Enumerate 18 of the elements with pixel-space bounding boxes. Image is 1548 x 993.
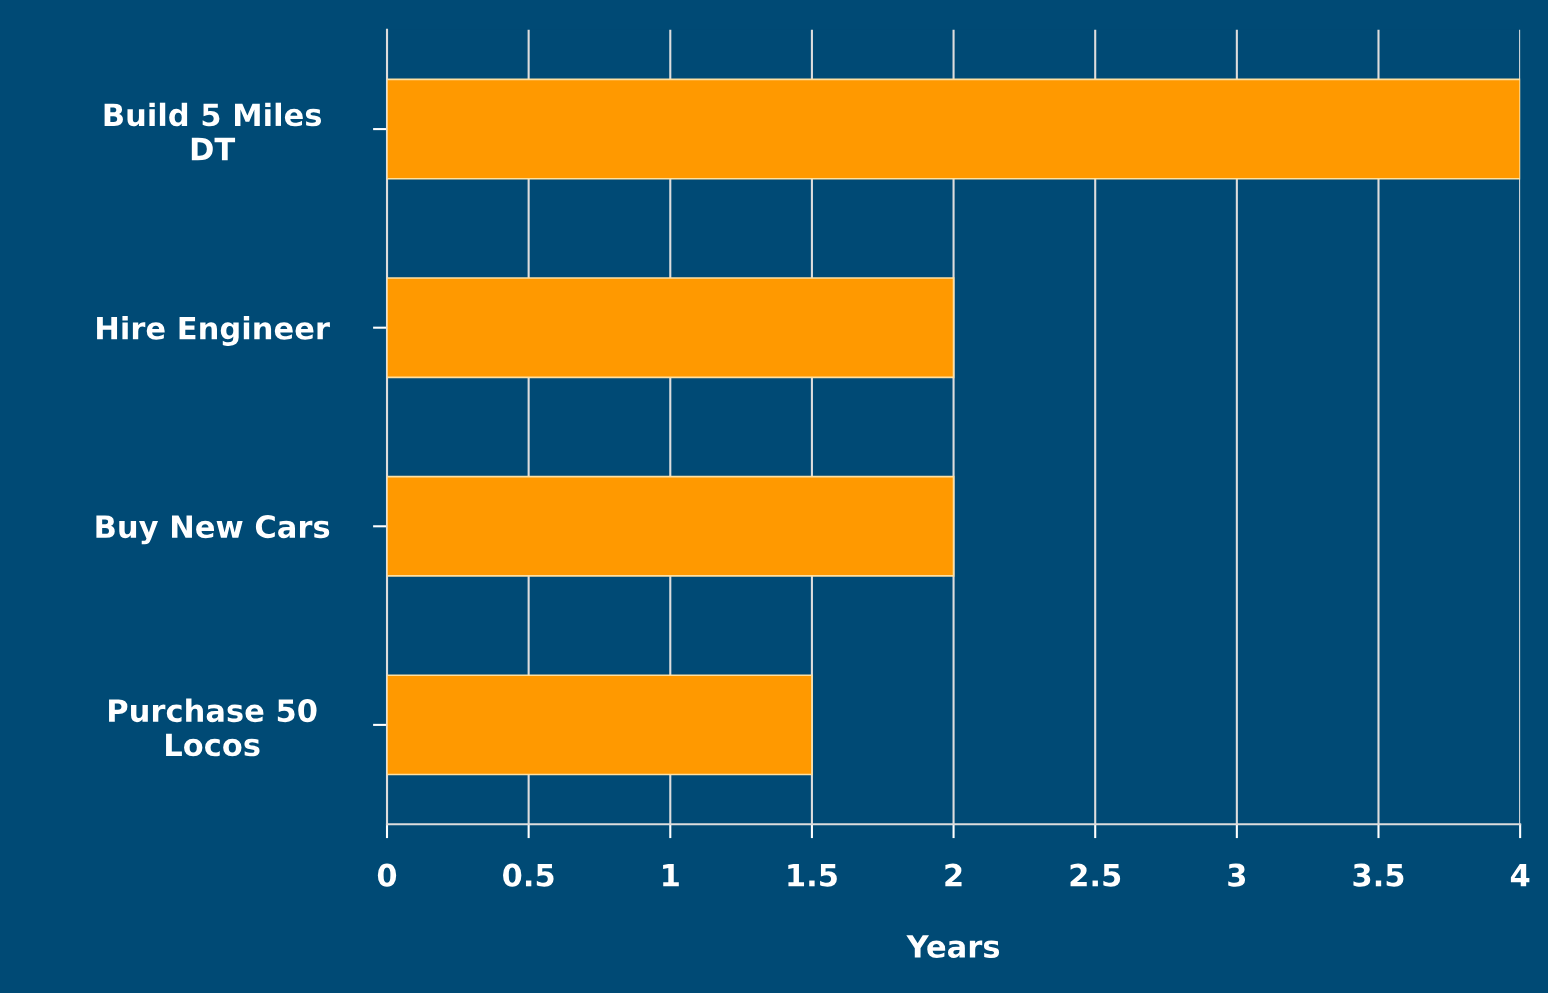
y-tick-label: Hire Engineer	[97, 316, 330, 346]
x-axis-title: Years	[906, 935, 1000, 958]
bar	[387, 78, 1521, 180]
x-tick-label: 0.5	[503, 863, 554, 887]
x-tick-label: 0	[377, 863, 397, 887]
bar	[387, 475, 955, 577]
x-tick-label: 3.5	[1353, 863, 1404, 887]
y-tick-label: Buy New Cars	[96, 515, 330, 545]
x-tick-label: 1.5	[788, 864, 837, 887]
bar	[387, 277, 955, 379]
x-tick-label: 1	[663, 864, 679, 887]
x-tick-label: 4	[1510, 864, 1530, 887]
x-tick-label: 2.5	[1070, 863, 1121, 887]
y-tick-label: Build 5 Miles DT	[104, 102, 322, 161]
bar	[387, 674, 813, 776]
x-tick-label: 3	[1228, 863, 1246, 887]
x-tick-label: 2	[945, 863, 962, 887]
y-tick-label: Purchase 50 Locos	[109, 698, 317, 757]
